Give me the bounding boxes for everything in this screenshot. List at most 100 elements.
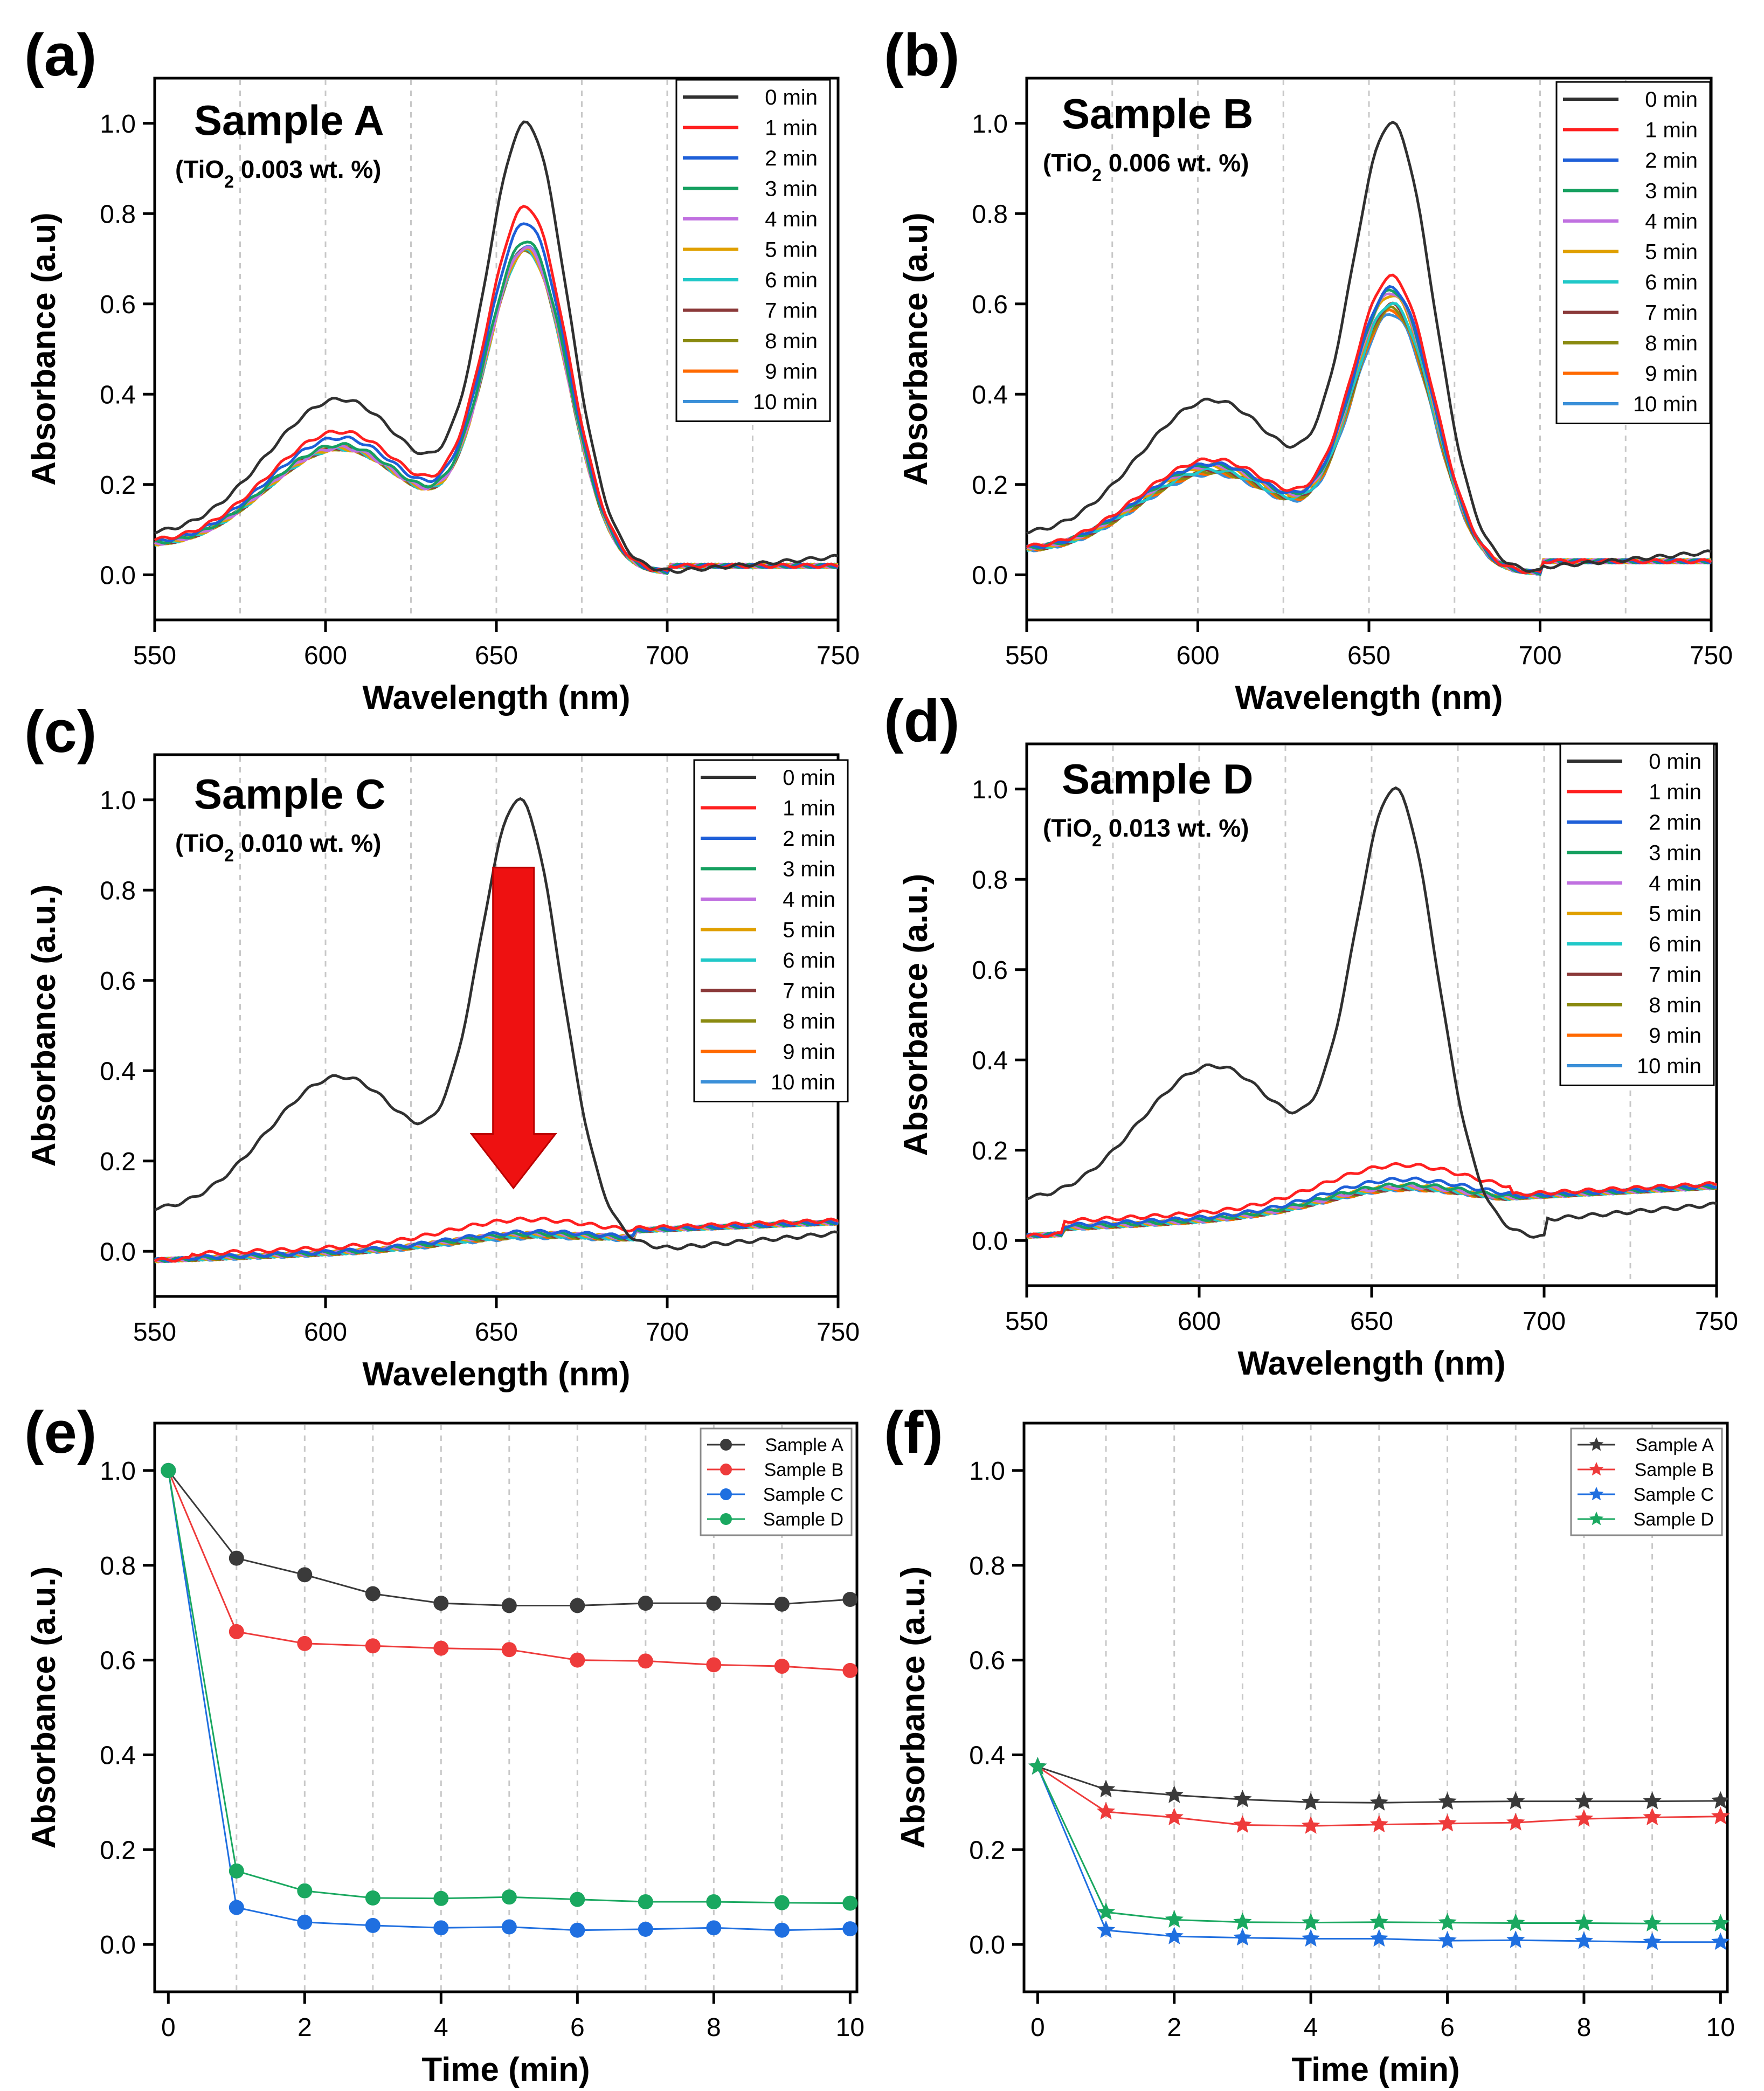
plot-frame — [153, 1421, 859, 1993]
data-point — [1369, 1929, 1388, 1947]
axes: 550 600 650 700 750 0.0 0.2 0.4 0.6 0.8 1.0 Wavelen… — [25, 77, 860, 716]
legend-label: 8 min — [1649, 993, 1701, 1017]
y-tick-label: 0.2 — [972, 1137, 1008, 1165]
y-tick-label: 1.0 — [100, 110, 136, 139]
sample-title: Sample B — [1062, 90, 1253, 137]
legend-marker — [1589, 1462, 1604, 1476]
legend-label: 3 min — [1645, 180, 1698, 203]
y-tick-label: 0.2 — [100, 471, 136, 500]
y-axis-title: Absorbance (a.u) — [25, 212, 63, 485]
legend-label: 6 min — [783, 949, 835, 972]
legend-label: 1 min — [783, 797, 835, 820]
data-point — [1574, 1931, 1594, 1949]
y-tick-label: 1.0 — [100, 1457, 136, 1486]
legend-label: 9 min — [765, 360, 818, 384]
data-point — [570, 1922, 585, 1938]
panel-label: (b) — [884, 22, 959, 88]
x-tick-label: 750 — [1695, 1307, 1738, 1336]
spectrum-line-0 — [1026, 120, 1712, 573]
x-tick-label: 550 — [1005, 1307, 1048, 1336]
y-axis-title: Absorbance (a.u.) — [895, 1566, 932, 1849]
legend-label: 5 min — [1645, 240, 1698, 264]
panel-label: (c) — [24, 699, 96, 765]
spectrum-line-0 — [1026, 786, 1717, 1239]
data-point — [1028, 1757, 1047, 1775]
legend: 0 min 1 min 2 min 3 min 4 min 5 min 6 min 7 min… — [693, 759, 849, 1102]
legend-label: 4 min — [1645, 210, 1698, 233]
subtitle-pre: (TiO — [1043, 149, 1092, 177]
data-point — [842, 1592, 858, 1607]
subtitle-post: 0.003 wt. %) — [234, 155, 382, 183]
data-point — [1643, 1791, 1662, 1810]
legend-label: 4 min — [1649, 872, 1701, 895]
legend-marker — [720, 1488, 732, 1500]
legend-label: Sample A — [765, 1435, 843, 1455]
data-point — [229, 1550, 244, 1566]
data-point — [297, 1567, 313, 1583]
legend-label: 9 min — [1649, 1024, 1701, 1048]
legend-label: 2 min — [765, 147, 818, 170]
legend-label: 5 min — [783, 919, 835, 942]
subtitle-sub: 2 — [224, 846, 234, 865]
legend-marker — [720, 1439, 732, 1451]
y-tick-label: 1.0 — [972, 776, 1008, 804]
legend-label: 10 min — [1637, 1054, 1701, 1078]
x-tick-label: 700 — [1523, 1307, 1566, 1336]
x-tick-label: 650 — [1347, 641, 1391, 670]
y-tick-label: 0.6 — [100, 1647, 136, 1675]
legend-label: 6 min — [765, 268, 818, 292]
legend-label: Sample C — [763, 1485, 843, 1505]
y-tick-label: 0.4 — [972, 381, 1008, 409]
y-tick-label: 0.8 — [969, 1552, 1005, 1581]
data-point — [1438, 1792, 1457, 1810]
x-tick-label: 2 — [1167, 2013, 1181, 2042]
x-tick-label: 0 — [161, 2013, 176, 2042]
data-point — [706, 1657, 722, 1673]
x-tick-label: 550 — [133, 1318, 176, 1347]
legend-marker — [1589, 1512, 1604, 1526]
sample-subtitle: (TiO2 0.013 wt. %) — [1043, 814, 1249, 850]
x-tick-label: 650 — [1350, 1307, 1393, 1336]
subtitle-post: 0.006 wt. %) — [1102, 149, 1249, 177]
x-tick-label: 750 — [817, 1318, 860, 1347]
subtitle-post: 0.013 wt. %) — [1102, 814, 1249, 842]
legend-marker — [720, 1464, 732, 1475]
x-tick-label: 600 — [1178, 1307, 1221, 1336]
x-tick-label: 10 — [1706, 2013, 1735, 2042]
legend-label: 10 min — [771, 1071, 835, 1094]
subtitle-sub: 2 — [1092, 831, 1102, 850]
y-tick-label: 0.8 — [100, 877, 136, 905]
data-point — [1302, 1792, 1320, 1810]
data-point — [229, 1900, 244, 1915]
y-tick-label: 0.6 — [100, 291, 136, 319]
x-tick-label: 600 — [304, 1318, 347, 1347]
data-point — [1302, 1816, 1320, 1834]
axes: 550 600 650 700 750 0.0 0.2 0.4 0.6 0.8 1.0 Wavelen… — [897, 742, 1738, 1382]
data-point — [1438, 1931, 1457, 1949]
data-point — [1233, 1790, 1252, 1807]
data-point — [365, 1638, 381, 1654]
down-arrow-annotation — [469, 866, 557, 1190]
x-tick-label: 700 — [1518, 641, 1561, 670]
data-point — [1233, 1815, 1252, 1833]
spectrum-panel-3: 550 600 650 700 750 0.0 0.2 0.4 0.6 0.8 1.0 Wavelen… — [897, 742, 1738, 1382]
data-point — [1643, 1807, 1662, 1825]
legend-label: Sample D — [1634, 1509, 1714, 1530]
y-tick-label: 0.6 — [972, 956, 1008, 985]
legend-label: 6 min — [1645, 271, 1698, 294]
x-tick-label: 4 — [1304, 2013, 1318, 2042]
y-tick-label: 1.0 — [972, 110, 1008, 139]
y-tick-label: 0.4 — [100, 381, 136, 409]
data-point — [1302, 1913, 1320, 1931]
legend: Sample A Sample B Sample C Sample D — [700, 1427, 853, 1536]
y-axis-title: Absorbance (a.u.) — [897, 874, 935, 1156]
legend-label: Sample B — [764, 1460, 843, 1480]
data-point — [433, 1596, 449, 1611]
data-point — [1506, 1913, 1525, 1931]
legend-label: 1 min — [765, 116, 818, 140]
data-point — [1096, 1779, 1116, 1798]
legend-label: 0 min — [1645, 88, 1698, 112]
y-tick-label: 0.0 — [100, 561, 136, 590]
x-axis-title: Wavelength (nm) — [1237, 1345, 1505, 1382]
subtitle-post: 0.010 wt. %) — [234, 829, 382, 857]
